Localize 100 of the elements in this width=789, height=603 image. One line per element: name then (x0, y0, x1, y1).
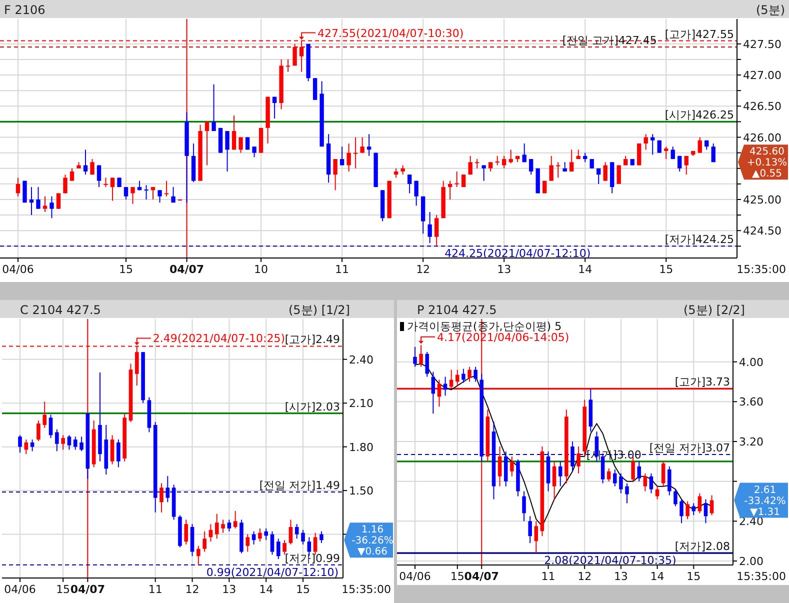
y-tick-label: 1.50 (349, 484, 374, 498)
x-tick-label: 15 (296, 583, 310, 596)
candlestick (576, 446, 580, 474)
candlestick (246, 534, 250, 552)
candlestick (166, 475, 170, 503)
candlestick (558, 460, 562, 487)
candlestick (264, 528, 268, 541)
candlestick (294, 524, 299, 540)
candlestick (18, 434, 22, 454)
candlestick (124, 186, 128, 200)
y-tick-label: 4.00 (739, 356, 764, 369)
candlestick (333, 158, 338, 191)
x-tick-label: 04/07 (70, 583, 105, 596)
y-tick-label: 427.50 (743, 38, 782, 51)
candlestick (528, 516, 532, 544)
candlestick (649, 472, 654, 494)
candlestick (670, 146, 675, 160)
candlestick (353, 136, 358, 169)
candlestick (583, 152, 588, 163)
candlestick (61, 434, 65, 450)
candlestick (619, 472, 623, 494)
candlestick (495, 155, 500, 166)
candlestick (312, 78, 318, 100)
candlestick (160, 482, 164, 513)
candlestick (596, 168, 601, 184)
candlestick (624, 155, 628, 166)
ref-line-label: [저가]2.08 (674, 540, 730, 554)
candlestick (116, 439, 120, 468)
y-tick-label: 1.80 (349, 440, 374, 454)
candlestick (340, 146, 344, 166)
candlestick (16, 177, 20, 197)
candlestick (30, 439, 34, 452)
x-tick-label: 14 (578, 263, 592, 276)
candlestick (431, 371, 436, 414)
candlestick (454, 170, 459, 188)
candlestick (468, 366, 472, 382)
candlestick (414, 180, 418, 206)
annotation: 424.25(2021/04/07-12:10) (444, 247, 591, 260)
candlestick (510, 456, 514, 477)
x-tick-label: 15 (450, 570, 464, 583)
candlestick (73, 436, 78, 450)
y-tick-label: 425.00 (743, 193, 782, 206)
y-tick-label: 3.20 (739, 436, 764, 449)
candlestick (522, 142, 526, 163)
candlestick (83, 149, 88, 176)
candlestick (625, 482, 629, 504)
candlestick (502, 155, 506, 169)
candlestick (603, 162, 608, 182)
candlestick (158, 190, 162, 204)
candlestick (474, 366, 478, 382)
candlestick (650, 134, 655, 156)
candlestick (320, 530, 324, 544)
x-tick-label: 04/06 (2, 263, 34, 276)
candlestick (286, 58, 290, 72)
candlestick (664, 146, 668, 160)
candlestick (227, 519, 232, 532)
candlestick (407, 174, 412, 194)
candlestick (606, 468, 611, 482)
candlestick (36, 186, 40, 210)
text: 15:35:00 (736, 570, 786, 583)
candlestick (276, 538, 280, 560)
y-tick-label: 2.40 (349, 353, 374, 366)
candlestick (655, 486, 660, 500)
candlestick (637, 142, 642, 166)
candlestick (282, 540, 286, 556)
candlestick (90, 158, 94, 176)
chart-subtitle: (5분) [2/2] (684, 303, 745, 317)
x-tick-label: 12 (416, 263, 430, 276)
candlestick (528, 158, 534, 176)
x-tick-label: 10 (254, 263, 268, 276)
candlestick (692, 502, 696, 516)
x-tick-label: 11 (148, 583, 162, 596)
candlestick (258, 528, 262, 542)
candlestick (704, 498, 708, 524)
candlestick (710, 494, 714, 516)
candlestick (613, 468, 617, 487)
candlestick (590, 158, 594, 169)
annotation: 427.55(2021/04/07-10:30) (318, 26, 464, 40)
x-tick-label: 15 (686, 570, 701, 583)
candlestick (570, 149, 574, 172)
ref-line-label: [고가]427.55 (664, 28, 734, 41)
candlestick (698, 492, 702, 514)
candlestick (104, 177, 108, 188)
candlestick (684, 155, 688, 176)
ref-line-label: [저가]0.99 (284, 552, 340, 565)
x-tick-label: 04/06 (399, 570, 431, 583)
annotation: 2.08(2021/04/07-10:35) (544, 554, 676, 568)
chart-subtitle: (5분) [1/2] (288, 303, 350, 317)
x-tick-label: 13 (222, 583, 236, 596)
candlestick (678, 155, 682, 172)
x-tick-label: 04/06 (4, 583, 36, 596)
candlestick (360, 136, 364, 154)
candlestick (644, 134, 648, 150)
x-tick-label: 11 (541, 570, 556, 583)
candlestick (184, 519, 188, 545)
candlestick (542, 180, 547, 194)
candlestick (48, 414, 53, 439)
candlestick (549, 155, 554, 182)
candlestick (80, 436, 84, 452)
candlestick (508, 149, 513, 164)
